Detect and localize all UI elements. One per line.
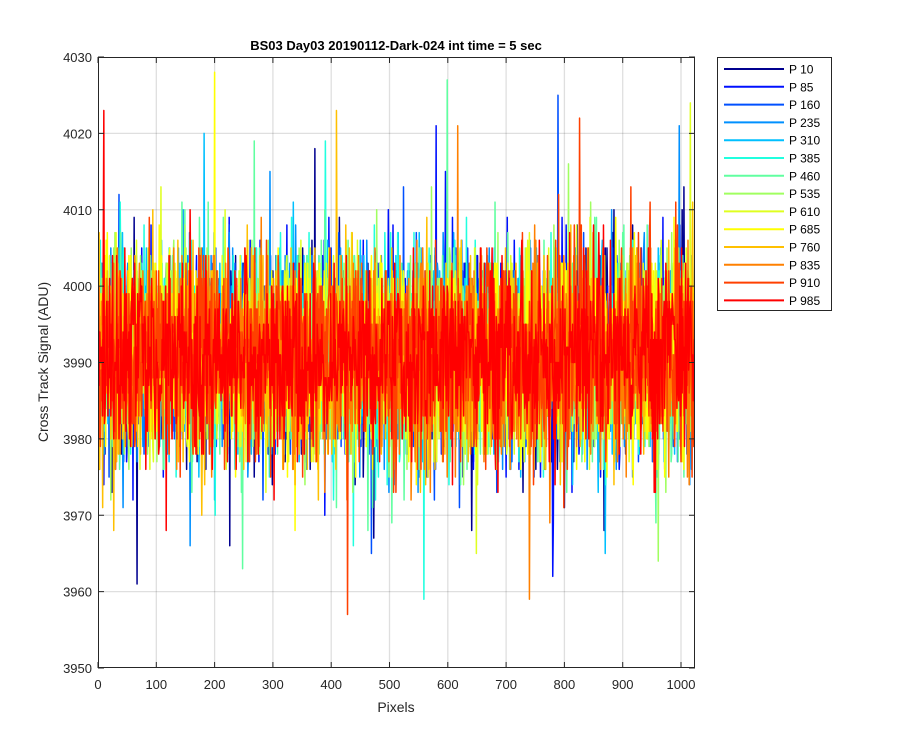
x-tick-label: 0 bbox=[94, 677, 101, 692]
series-line bbox=[98, 109, 695, 532]
legend-entry-label: P 460 bbox=[789, 169, 820, 183]
legend-entry-label: P 160 bbox=[789, 98, 820, 112]
x-tick-label: 700 bbox=[495, 677, 517, 692]
legend-entry-label: P 910 bbox=[789, 276, 820, 290]
legend-entry-label: P 535 bbox=[789, 187, 820, 201]
y-tick-label: 4030 bbox=[63, 50, 92, 65]
x-axis-label: Pixels bbox=[377, 699, 414, 715]
y-tick-label: 3990 bbox=[63, 356, 92, 371]
x-axis-ticks: 0 100 200 300 400 500 600 700 800 900 1000 bbox=[94, 57, 695, 692]
x-tick-label: 100 bbox=[145, 677, 167, 692]
legend-entry-label: P 610 bbox=[789, 205, 820, 219]
x-tick-label: 1000 bbox=[667, 677, 696, 692]
legend-entry-label: P 685 bbox=[789, 223, 820, 237]
legend-box bbox=[717, 57, 832, 311]
y-tick-label: 3980 bbox=[63, 432, 92, 447]
x-tick-label: 200 bbox=[204, 677, 226, 692]
series-layer bbox=[98, 71, 695, 616]
legend-entry-label: P 85 bbox=[789, 80, 814, 94]
x-tick-label: 800 bbox=[554, 677, 576, 692]
y-tick-label: 4000 bbox=[63, 279, 92, 294]
legend-entry-label: P 235 bbox=[789, 116, 820, 130]
y-tick-label: 3960 bbox=[63, 585, 92, 600]
chart-title: BS03 Day03 20190112-Dark-024 int time = … bbox=[250, 38, 542, 53]
legend-entry-label: P 10 bbox=[789, 63, 814, 77]
y-tick-label: 4010 bbox=[63, 203, 92, 218]
legend-entry-label: P 310 bbox=[789, 134, 820, 148]
legend-entry-label: P 835 bbox=[789, 258, 820, 272]
x-tick-label: 300 bbox=[262, 677, 284, 692]
x-tick-label: 400 bbox=[320, 677, 342, 692]
x-tick-label: 600 bbox=[437, 677, 459, 692]
y-tick-label: 3970 bbox=[63, 508, 92, 523]
x-tick-label: 500 bbox=[379, 677, 401, 692]
y-axis-label: Cross Track Signal (ADU) bbox=[35, 282, 51, 442]
legend: P 10 P 85 P 160 P 235 P 310 P 385 P 460 P 535 P … bbox=[717, 57, 832, 311]
x-tick-label: 900 bbox=[612, 677, 634, 692]
legend-entry-label: P 385 bbox=[789, 152, 820, 166]
y-tick-label: 3950 bbox=[63, 661, 92, 676]
legend-entry-label: P 985 bbox=[789, 294, 820, 308]
y-tick-label: 4020 bbox=[63, 126, 92, 141]
legend-entry-label: P 760 bbox=[789, 241, 820, 255]
y-axis-ticks: 3950 3960 3970 3980 3990 4000 4010 4020 4030 bbox=[63, 50, 695, 676]
